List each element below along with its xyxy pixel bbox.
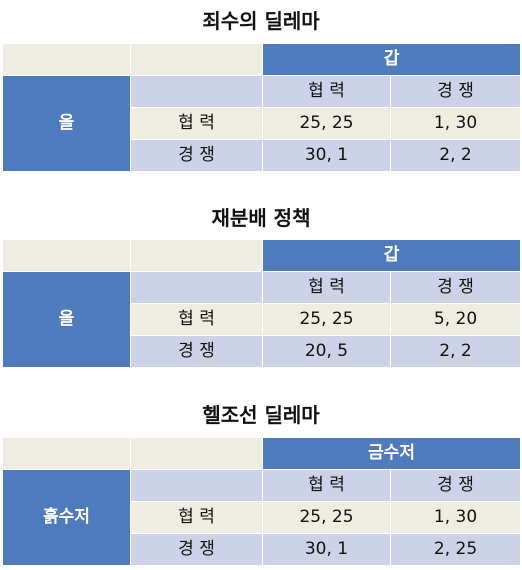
column-player-header: 금수저 <box>261 437 522 470</box>
payoff-cell: 2, 2 <box>389 139 522 172</box>
col-strategy-label: 경 쟁 <box>389 75 522 108</box>
payoff-cell: 30, 1 <box>262 139 391 172</box>
row-strategy-label: 경 쟁 <box>130 139 263 172</box>
empty-cell <box>130 469 263 502</box>
empty-cell <box>130 239 263 272</box>
empty-cell <box>130 271 263 304</box>
payoff-cell: 25, 25 <box>262 303 391 336</box>
payoff-matrix: 금수저 흙수저 협 력 경 쟁 협 력 25, 25 1, 30 경 쟁 30,… <box>2 437 522 566</box>
row-player-header: 을 <box>2 75 131 172</box>
row-strategy-label: 협 력 <box>130 303 263 336</box>
col-strategy-label: 협 력 <box>262 469 391 502</box>
col-strategy-label: 경 쟁 <box>389 271 522 304</box>
column-player-header: 갑 <box>261 43 522 76</box>
empty-cell <box>2 43 131 76</box>
payoff-matrix: 갑 을 협 력 경 쟁 협 력 25, 25 1, 30 경 쟁 30, 1 2… <box>2 43 522 172</box>
row-strategy-label: 협 력 <box>130 501 263 534</box>
payoff-cell: 2, 25 <box>389 533 522 566</box>
row-strategy-label: 경 쟁 <box>130 533 263 566</box>
payoff-matrix: 갑 을 협 력 경 쟁 협 력 25, 25 5, 20 경 쟁 20, 5 2… <box>2 239 522 368</box>
empty-cell <box>130 437 263 470</box>
payoff-cell: 30, 1 <box>262 533 391 566</box>
column-player-header: 갑 <box>261 239 522 272</box>
empty-cell <box>130 43 263 76</box>
col-strategy-label: 경 쟁 <box>389 469 522 502</box>
payoff-cell: 25, 25 <box>262 107 391 140</box>
empty-cell <box>2 437 131 470</box>
payoff-cell: 1, 30 <box>389 501 522 534</box>
row-strategy-label: 협 력 <box>130 107 263 140</box>
payoff-cell: 5, 20 <box>389 303 522 336</box>
row-strategy-label: 경 쟁 <box>130 335 263 368</box>
empty-cell <box>2 239 131 272</box>
col-strategy-label: 협 력 <box>262 75 391 108</box>
empty-cell <box>130 75 263 108</box>
table-title: 재분배 정책 <box>211 206 311 230</box>
payoff-cell: 25, 25 <box>262 501 391 534</box>
table-title: 헬조선 딜레마 <box>202 403 320 427</box>
row-player-header: 흙수저 <box>2 469 131 566</box>
col-strategy-label: 협 력 <box>262 271 391 304</box>
payoff-cell: 1, 30 <box>389 107 522 140</box>
row-player-header: 을 <box>2 271 131 368</box>
payoff-cell: 2, 2 <box>389 335 522 368</box>
payoff-cell: 20, 5 <box>262 335 391 368</box>
table-title: 죄수의 딜레마 <box>202 9 320 33</box>
